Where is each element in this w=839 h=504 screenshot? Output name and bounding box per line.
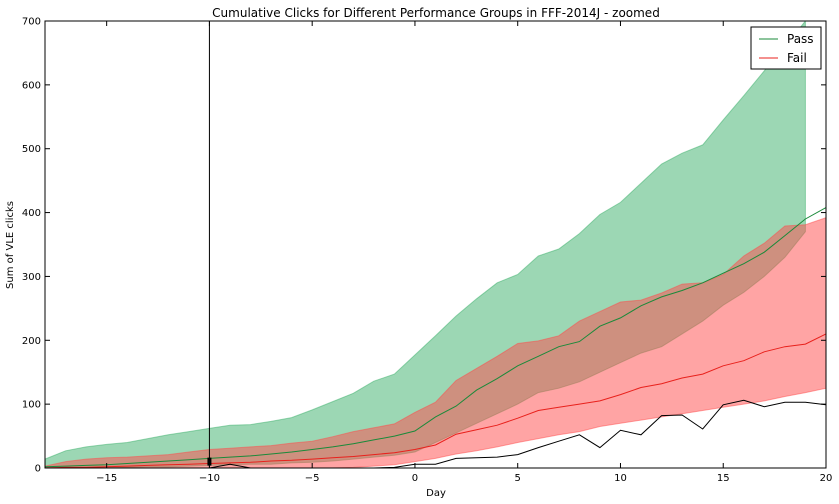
x-axis-title: Day <box>426 488 446 499</box>
plot-clip-group <box>45 21 826 468</box>
y-tick-label: 100 <box>22 400 41 411</box>
legend-label-fail: Fail <box>787 51 807 65</box>
y-tick-label: 300 <box>22 272 41 283</box>
plot-area <box>45 21 826 468</box>
y-tick-label: 700 <box>22 17 41 28</box>
y-tick-label: 600 <box>22 80 41 91</box>
chart-title: Cumulative Clicks for Different Performa… <box>212 6 660 20</box>
legend: Pass Fail <box>750 26 822 70</box>
x-tick-label: −15 <box>96 473 117 484</box>
plot-frame <box>44 20 827 469</box>
extra-series-line <box>45 399 826 468</box>
y-tick-label: 400 <box>22 208 41 219</box>
fail-band <box>45 217 826 468</box>
x-tick-label: 15 <box>717 473 730 484</box>
x-tick-label: 10 <box>614 473 627 484</box>
fail-series-line <box>45 333 826 468</box>
x-tick-label: 5 <box>515 473 521 484</box>
y-tick-label: 200 <box>22 336 41 347</box>
legend-label-pass: Pass <box>787 32 814 46</box>
y-tick-label: 500 <box>22 144 41 155</box>
y-tick-label: 0 <box>35 464 41 475</box>
y-axis-title: Sum of VLE clicks <box>5 201 16 289</box>
legend-box <box>750 26 822 70</box>
x-tick-label: 20 <box>820 473 833 484</box>
x-tick-label: −10 <box>199 473 220 484</box>
x-tick-label: 0 <box>412 473 418 484</box>
x-tick-label: −5 <box>305 473 320 484</box>
vertical-marker-handle <box>207 457 212 466</box>
pass-series-line <box>45 207 826 468</box>
